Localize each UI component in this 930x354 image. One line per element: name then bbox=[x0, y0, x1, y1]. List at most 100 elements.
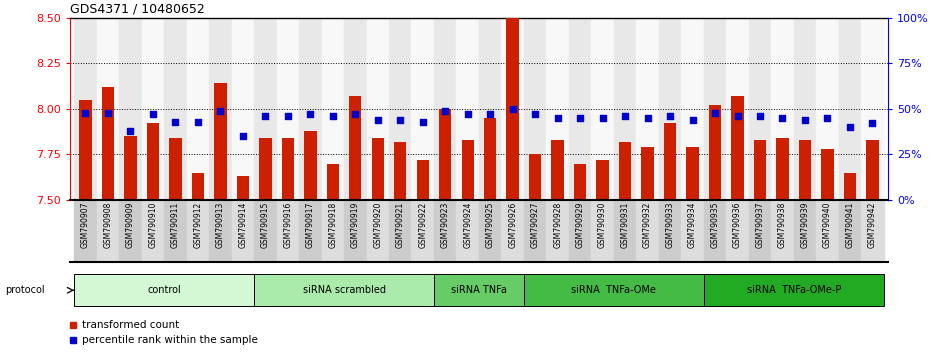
Text: protocol: protocol bbox=[5, 285, 45, 295]
Text: siRNA scrambled: siRNA scrambled bbox=[302, 285, 386, 295]
Text: GSM790930: GSM790930 bbox=[598, 202, 607, 249]
Bar bbox=[749, 18, 771, 200]
Bar bbox=[282, 138, 294, 200]
Bar bbox=[614, 200, 636, 262]
Point bbox=[775, 115, 790, 121]
Text: GSM790910: GSM790910 bbox=[149, 202, 157, 248]
Bar bbox=[547, 18, 569, 200]
Bar bbox=[821, 149, 833, 200]
Bar bbox=[165, 200, 187, 262]
Bar bbox=[547, 200, 569, 262]
Bar bbox=[642, 147, 654, 200]
Text: GSM790908: GSM790908 bbox=[103, 202, 113, 248]
Bar bbox=[147, 124, 159, 200]
Point bbox=[618, 113, 632, 119]
Bar bbox=[457, 200, 479, 262]
Text: GSM790934: GSM790934 bbox=[688, 202, 698, 249]
Text: siRNA TNFa: siRNA TNFa bbox=[451, 285, 507, 295]
Bar bbox=[861, 200, 884, 262]
Bar bbox=[254, 200, 276, 262]
Text: GSM790907: GSM790907 bbox=[81, 202, 90, 249]
Bar bbox=[232, 200, 254, 262]
Bar bbox=[187, 200, 209, 262]
Text: GSM790936: GSM790936 bbox=[733, 202, 742, 249]
Legend: transformed count, percentile rank within the sample: transformed count, percentile rank withi… bbox=[66, 316, 262, 349]
Bar bbox=[524, 18, 547, 200]
Bar bbox=[461, 140, 474, 200]
Text: GSM790914: GSM790914 bbox=[238, 202, 247, 248]
Bar bbox=[771, 200, 793, 262]
Bar bbox=[704, 274, 884, 306]
Bar bbox=[591, 18, 614, 200]
Point bbox=[326, 113, 340, 119]
Text: GSM790911: GSM790911 bbox=[171, 202, 179, 248]
Bar bbox=[349, 96, 362, 200]
Bar bbox=[817, 200, 839, 262]
Text: GSM790919: GSM790919 bbox=[351, 202, 360, 248]
Bar bbox=[237, 176, 249, 200]
Point bbox=[820, 115, 835, 121]
Text: GSM790932: GSM790932 bbox=[643, 202, 652, 248]
Bar bbox=[658, 200, 682, 262]
Point bbox=[281, 113, 296, 119]
Bar bbox=[119, 18, 141, 200]
Point bbox=[595, 115, 610, 121]
Text: GSM790940: GSM790940 bbox=[823, 202, 832, 249]
Text: siRNA  TNFa-OMe: siRNA TNFa-OMe bbox=[571, 285, 657, 295]
Bar bbox=[596, 160, 609, 200]
Bar bbox=[569, 18, 591, 200]
Text: GSM790929: GSM790929 bbox=[576, 202, 585, 248]
Bar bbox=[591, 200, 614, 262]
Bar bbox=[411, 18, 434, 200]
Bar bbox=[344, 200, 366, 262]
Bar bbox=[479, 18, 501, 200]
Point bbox=[438, 108, 453, 114]
Point bbox=[416, 119, 431, 125]
Bar bbox=[74, 274, 254, 306]
Bar bbox=[817, 18, 839, 200]
Point bbox=[78, 110, 93, 115]
Bar bbox=[439, 109, 451, 200]
Point bbox=[168, 119, 183, 125]
Point bbox=[573, 115, 588, 121]
Bar bbox=[372, 138, 384, 200]
Bar bbox=[366, 200, 389, 262]
Bar bbox=[844, 173, 857, 200]
Point bbox=[843, 124, 857, 130]
Bar bbox=[636, 18, 658, 200]
Bar bbox=[79, 100, 92, 200]
Point bbox=[191, 119, 206, 125]
Bar bbox=[861, 18, 884, 200]
Bar bbox=[839, 18, 861, 200]
Bar bbox=[344, 18, 366, 200]
Point bbox=[213, 108, 228, 114]
Bar bbox=[141, 200, 165, 262]
Bar bbox=[726, 200, 749, 262]
Point bbox=[145, 112, 160, 117]
Text: GSM790931: GSM790931 bbox=[620, 202, 630, 248]
Point bbox=[348, 112, 363, 117]
Bar bbox=[636, 200, 658, 262]
Text: GSM790925: GSM790925 bbox=[485, 202, 495, 248]
Bar bbox=[709, 105, 721, 200]
Point bbox=[483, 112, 498, 117]
Bar bbox=[484, 118, 497, 200]
Point bbox=[865, 121, 880, 126]
Bar bbox=[169, 138, 181, 200]
Bar bbox=[686, 147, 698, 200]
Bar bbox=[119, 200, 141, 262]
Text: GSM790909: GSM790909 bbox=[126, 202, 135, 249]
Text: siRNA  TNFa-OMe-P: siRNA TNFa-OMe-P bbox=[747, 285, 841, 295]
Bar bbox=[299, 200, 322, 262]
Text: GSM790935: GSM790935 bbox=[711, 202, 720, 249]
Bar bbox=[209, 200, 232, 262]
Text: GSM790912: GSM790912 bbox=[193, 202, 203, 248]
Bar bbox=[326, 164, 339, 200]
Text: GSM790942: GSM790942 bbox=[868, 202, 877, 248]
Bar bbox=[529, 154, 541, 200]
Bar bbox=[411, 200, 434, 262]
Text: GSM790927: GSM790927 bbox=[531, 202, 539, 248]
Point bbox=[730, 113, 745, 119]
Bar bbox=[839, 200, 861, 262]
Bar bbox=[101, 87, 114, 200]
